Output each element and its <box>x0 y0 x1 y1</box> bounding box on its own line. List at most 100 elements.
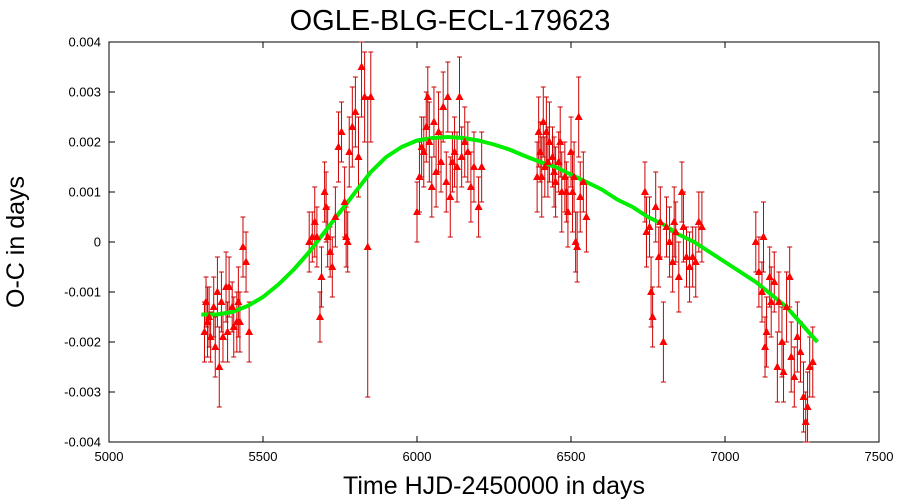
data-point-triangle <box>328 262 337 270</box>
data-point-triangle <box>536 147 545 155</box>
data-point-triangle <box>323 232 332 240</box>
data-point-triangle <box>337 127 346 135</box>
data-point-triangle <box>540 162 549 170</box>
data-point-triangle <box>450 147 459 155</box>
data-point-triangle <box>754 267 763 275</box>
data-point-triangle <box>315 312 324 320</box>
data-point-triangle <box>245 327 254 335</box>
x-tick-label: 5000 <box>95 449 124 464</box>
data-point-triangle <box>642 227 651 235</box>
data-point-triangle <box>223 327 232 335</box>
data-point-triangle <box>647 287 656 295</box>
data-point-triangle <box>305 237 314 245</box>
data-point-triangle <box>448 157 457 165</box>
data-point-triangle <box>539 117 548 125</box>
data-point-triangle <box>765 272 774 280</box>
data-point-triangle <box>651 202 660 210</box>
data-point-triangle <box>432 167 441 175</box>
data-point-triangle <box>656 217 665 225</box>
data-point-triangle <box>310 217 319 225</box>
data-point-triangle <box>777 337 786 345</box>
data-point-triangle <box>654 252 663 260</box>
data-point-triangle <box>423 92 432 100</box>
data-point-triangle <box>799 392 808 400</box>
data-point-triangle <box>317 272 326 280</box>
data-point-triangle <box>779 367 788 375</box>
data-point-triangle <box>206 332 215 340</box>
data-point-triangle <box>770 277 779 285</box>
data-point-triangle <box>787 352 796 360</box>
data-point-triangle <box>691 257 700 265</box>
data-point-triangle <box>648 312 657 320</box>
data-point-triangle <box>366 92 375 100</box>
data-point-triangle <box>446 192 455 200</box>
data-point-triangle <box>439 102 448 110</box>
data-point-triangle <box>685 262 694 270</box>
data-point-triangle <box>803 402 812 410</box>
data-point-triangle <box>345 147 354 155</box>
data-point-triangle <box>343 237 352 245</box>
data-point-triangle <box>793 332 802 340</box>
data-point-triangle <box>573 242 582 250</box>
data-point-triangle <box>312 232 321 240</box>
data-point-triangle <box>671 227 680 235</box>
data-point-triangle <box>640 187 649 195</box>
data-point-triangle <box>474 202 483 210</box>
y-axis-label: O-C in days <box>2 176 30 308</box>
y-tick-label: -0.002 <box>64 335 101 350</box>
data-point-triangle <box>334 142 343 150</box>
error-bars-group <box>201 41 816 443</box>
y-tick-label: 0.004 <box>68 35 101 50</box>
chart-title: OGLE-BLG-ECL-179623 <box>290 5 611 37</box>
data-point-triangle <box>422 122 431 130</box>
data-point-triangle <box>662 222 671 230</box>
data-point-triangle <box>694 217 703 225</box>
data-point-triangle <box>570 172 579 180</box>
data-point-triangle <box>235 317 244 325</box>
x-tick-label: 6000 <box>403 449 432 464</box>
data-point-triangle <box>425 137 434 145</box>
data-point-triangle <box>537 172 546 180</box>
data-point-triangle <box>757 287 766 295</box>
data-point-triangle <box>215 362 224 370</box>
data-point-triangle <box>761 342 770 350</box>
data-point-triangle <box>571 237 580 245</box>
data-points-group <box>200 62 817 425</box>
data-point-triangle <box>568 187 577 195</box>
fit-curve-line <box>201 135 819 344</box>
data-point-triangle <box>229 322 238 330</box>
y-tick-label: 0.002 <box>68 135 101 150</box>
data-point-triangle <box>582 212 591 220</box>
data-point-triangle <box>548 152 557 160</box>
data-point-triangle <box>782 302 791 310</box>
data-point-triangle <box>801 417 810 425</box>
data-point-triangle <box>659 337 668 345</box>
data-point-triangle <box>554 157 563 165</box>
data-point-triangle <box>443 92 452 100</box>
data-point-triangle <box>560 172 569 180</box>
data-point-triangle <box>326 247 335 255</box>
data-point-triangle <box>354 152 363 160</box>
data-point-triangle <box>203 317 212 325</box>
fit-curve-group <box>201 135 819 344</box>
data-point-triangle <box>762 327 771 335</box>
data-point-triangle <box>668 257 677 265</box>
data-point-triangle <box>331 212 340 220</box>
data-point-triangle <box>534 127 543 135</box>
data-point-triangle <box>434 127 443 135</box>
x-tick-label: 7000 <box>711 449 740 464</box>
data-point-triangle <box>688 252 697 260</box>
data-point-triangle <box>574 112 583 120</box>
data-point-triangle <box>200 327 209 335</box>
data-point-triangle <box>213 287 222 295</box>
data-point-triangle <box>674 272 683 280</box>
data-point-triangle <box>427 182 436 190</box>
data-point-triangle <box>348 122 357 130</box>
data-point-triangle <box>767 297 776 305</box>
data-point-triangle <box>773 362 782 370</box>
data-point-triangle <box>759 232 768 240</box>
data-point-triangle <box>790 372 799 380</box>
data-point-triangle <box>363 242 372 250</box>
y-tick-label: 0.001 <box>68 185 101 200</box>
